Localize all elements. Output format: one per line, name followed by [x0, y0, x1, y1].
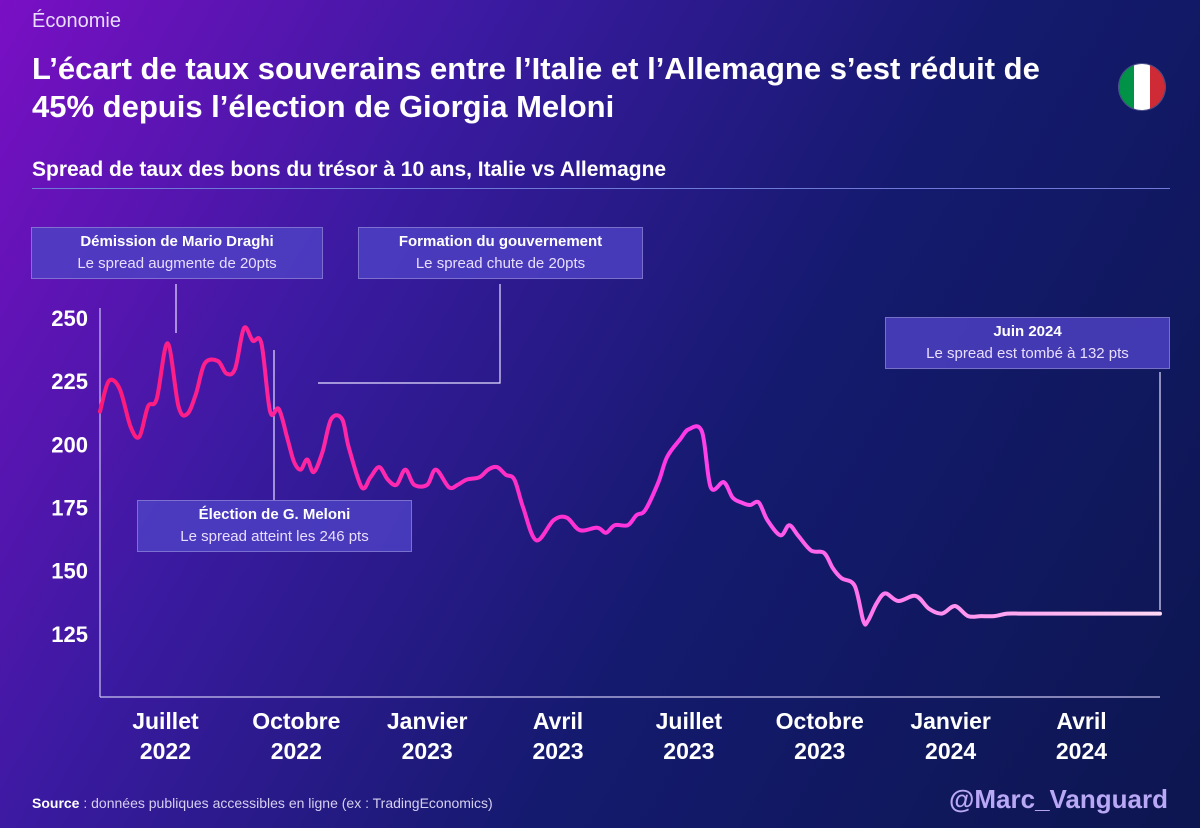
annotation-draghi-title: Démission de Mario Draghi	[80, 233, 274, 250]
annotation-election-title: Élection de G. Meloni	[198, 506, 351, 523]
x-tick-month: Octobre	[776, 708, 864, 734]
annotation-formation-text: Le spread chute de 20pts	[415, 255, 586, 272]
x-tick-month: Avril	[1056, 708, 1106, 734]
annotation-connectors	[175, 284, 1161, 610]
page-title: L’écart de taux souverains entre l’Itali…	[32, 51, 1040, 124]
y-tick-label: 150	[51, 559, 88, 584]
x-tick-year: 2023	[663, 738, 714, 764]
subtitle-divider	[32, 188, 1170, 189]
chart-subtitle: Spread de taux des bons du trésor à 10 a…	[32, 158, 667, 181]
annotation-juin-title: Juin 2024	[993, 323, 1062, 340]
chart-axes	[99, 308, 1160, 698]
flag-stripe-green	[1119, 64, 1135, 110]
annotation-election-text: Le spread atteint les 246 pts	[180, 528, 369, 545]
x-tick-month: Avril	[533, 708, 583, 734]
x-tick-month: Janvier	[910, 708, 991, 734]
x-tick-year: 2022	[140, 738, 191, 764]
y-tick-label: 225	[51, 369, 88, 394]
italy-flag-icon	[1119, 64, 1165, 110]
connector-formation	[318, 284, 501, 384]
annotation-formation-title: Formation du gouvernement	[398, 233, 603, 250]
series-line-spread	[98, 325, 1162, 627]
x-tick-month: Octobre	[252, 708, 340, 734]
y-tick-labels: 125 150 175 200 225 250	[51, 306, 88, 647]
annotation-juin-text: Le spread est tombé à 132 pts	[926, 345, 1129, 362]
source-note: Source : données publiques accessibles e…	[32, 795, 493, 811]
section-label: Économie	[32, 10, 121, 32]
x-tick-year: 2024	[1056, 738, 1107, 764]
y-tick-label: 175	[51, 496, 88, 521]
annotation-formation: Formation du gouvernement Le spread chut…	[358, 227, 643, 279]
author-handle: @Marc_Vanguard	[949, 784, 1168, 814]
x-tick-year: 2024	[925, 738, 976, 764]
y-tick-label: 200	[51, 432, 88, 457]
x-tick-month: Juillet	[656, 708, 723, 734]
annotation-juin-2024: Juin 2024 Le spread est tombé à 132 pts	[885, 317, 1170, 369]
annotation-draghi-text: Le spread augmente de 20pts	[77, 255, 277, 272]
source-label: Source	[32, 795, 80, 811]
y-tick-label: 250	[51, 306, 88, 331]
flag-stripe-white	[1134, 64, 1150, 110]
x-tick-year: 2022	[271, 738, 322, 764]
x-tick-year: 2023	[402, 738, 453, 764]
annotation-election: Élection de G. Meloni Le spread atteint …	[137, 500, 412, 552]
y-tick-label: 125	[51, 622, 88, 647]
x-tick-labels: Juillet 2022 Octobre 2022 Janvier 2023 Avril 20…	[132, 708, 1107, 764]
x-tick-month: Janvier	[387, 708, 468, 734]
annotation-draghi: Démission de Mario Draghi Le spread augm…	[31, 227, 323, 279]
source-text: : données publiques accessibles en ligne…	[79, 795, 493, 811]
x-tick-month: Juillet	[132, 708, 199, 734]
x-tick-year: 2023	[794, 738, 845, 764]
flag-stripe-red	[1149, 64, 1165, 110]
x-tick-year: 2023	[532, 738, 583, 764]
